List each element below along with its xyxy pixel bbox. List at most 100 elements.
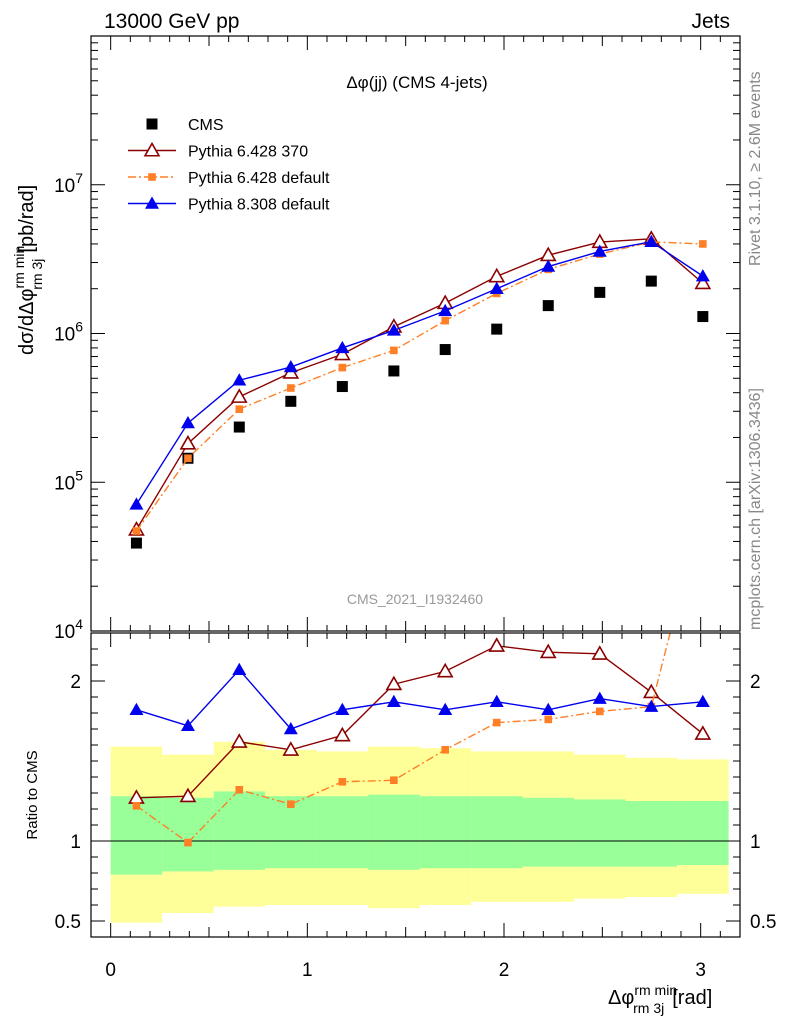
data-point bbox=[132, 527, 141, 535]
side-text-top: Rivet 3.1.10, ≥ 2.6M events bbox=[747, 71, 764, 266]
series-cms bbox=[130, 275, 709, 549]
x-tick-label: 0 bbox=[105, 960, 116, 981]
band-inner bbox=[522, 797, 575, 867]
ratio-point bbox=[386, 694, 401, 708]
band-inner bbox=[368, 794, 420, 870]
data-point bbox=[386, 323, 401, 336]
data-point bbox=[441, 316, 449, 325]
data-point bbox=[184, 454, 192, 463]
ratio-panel: 0.5 0.5 1 1 2 2 0 1 2 3 Ratio to CMS Δφrm min rm 3… bbox=[24, 501, 776, 1016]
legend-marker bbox=[148, 173, 156, 181]
data-point bbox=[699, 240, 707, 248]
legend-label: Pythia 6.428 370 bbox=[188, 144, 308, 161]
ratio-series-pythia-8-308-default bbox=[129, 662, 710, 735]
data-point bbox=[644, 234, 659, 247]
x-tick-label: 3 bbox=[695, 960, 706, 981]
ratio-point bbox=[287, 800, 295, 808]
data-point bbox=[491, 323, 503, 335]
legend-entry: Pythia 8.308 default bbox=[128, 196, 330, 214]
ratio-point bbox=[385, 675, 403, 691]
series-pythia-6-428-default bbox=[132, 238, 707, 535]
data-point bbox=[697, 311, 709, 323]
main-panel: 104 105 106 107 Δφ(jj) (CMS 4-jets) CMS_202… bbox=[11, 35, 741, 643]
band-inner bbox=[574, 799, 626, 867]
data-point bbox=[645, 275, 657, 287]
ratio-point bbox=[694, 725, 712, 740]
main-y-tick-label: 106 bbox=[54, 319, 83, 346]
data-point bbox=[336, 381, 348, 393]
ratio-line bbox=[136, 633, 671, 844]
ratio-point bbox=[539, 643, 557, 659]
ratio-point bbox=[436, 662, 454, 678]
ratio-frame bbox=[90, 632, 741, 938]
ratio-point bbox=[642, 683, 660, 699]
band-inner bbox=[419, 796, 472, 869]
ratio-point bbox=[129, 702, 144, 716]
main-y-tick-label: 107 bbox=[54, 170, 83, 197]
ratio-y-tick-label: 1 bbox=[70, 832, 81, 853]
ratio-point bbox=[644, 699, 659, 712]
ratio-y-tick-label: 2 bbox=[70, 672, 81, 693]
ratio-point bbox=[180, 718, 195, 732]
ratio-y-tick-label: 0.5 bbox=[55, 912, 81, 933]
legend-label: Pythia 6.428 default bbox=[188, 170, 330, 187]
x-axis-label: Δφrm min rm 3j [rad] bbox=[608, 982, 712, 1016]
legend-marker bbox=[145, 196, 159, 209]
ratio-point bbox=[489, 694, 504, 708]
x-tick-label: 1 bbox=[302, 960, 313, 981]
ratio-point bbox=[699, 501, 707, 509]
data-point bbox=[180, 416, 195, 429]
ratio-point bbox=[132, 802, 141, 810]
ratio-y-label: Ratio to CMS bbox=[24, 750, 41, 839]
legend: CMS Pythia 6.428 370 Pythia 6.428 default P… bbox=[128, 117, 330, 214]
data-point bbox=[335, 340, 350, 354]
ratio-axes: 0.5 0.5 1 1 2 2 0 1 2 3 bbox=[55, 633, 776, 981]
ratio-y-tick-label-right: 2 bbox=[750, 672, 761, 693]
series-pythia-6-428-370 bbox=[128, 230, 712, 536]
legend-label: CMS bbox=[188, 117, 224, 134]
data-point bbox=[694, 274, 712, 290]
data-point bbox=[285, 395, 297, 407]
data-point bbox=[179, 434, 197, 450]
main-y-label: dσ/dΔφrm min rm 3j[pb/rad] bbox=[11, 185, 45, 355]
band-inner bbox=[162, 797, 214, 872]
data-point bbox=[129, 497, 144, 510]
header-left: 13000 GeV pp bbox=[104, 10, 239, 33]
series-line bbox=[135, 241, 703, 532]
main-axes: 104 105 106 107 bbox=[54, 35, 741, 643]
ratio-point bbox=[179, 787, 197, 803]
data-point bbox=[230, 388, 248, 403]
series-line bbox=[135, 238, 704, 531]
legend-entry: Pythia 6.428 default bbox=[128, 170, 330, 187]
watermark: CMS_2021_I1932460 bbox=[347, 591, 483, 607]
legend-entry: CMS bbox=[146, 117, 224, 134]
ratio-point bbox=[232, 662, 247, 676]
data-point bbox=[338, 363, 347, 372]
side-text-bottom: mcplots.cern.ch [arXiv:1306.3436] bbox=[747, 388, 764, 630]
ratio-point bbox=[335, 702, 350, 716]
ratio-point bbox=[592, 691, 607, 704]
header-right: Jets bbox=[691, 10, 730, 33]
band-inner bbox=[471, 796, 523, 869]
main-frame bbox=[90, 35, 741, 632]
ratio-point bbox=[338, 778, 347, 786]
legend-marker bbox=[143, 141, 161, 157]
ratio-point bbox=[441, 746, 449, 754]
ratio-point bbox=[333, 726, 351, 742]
legend-label: Pythia 8.308 default bbox=[188, 197, 330, 214]
main-title: Δφ(jj) (CMS 4-jets) bbox=[346, 73, 487, 92]
band-inner bbox=[677, 801, 729, 865]
ratio-point bbox=[390, 776, 398, 784]
series-line bbox=[135, 240, 704, 505]
ratio-point bbox=[541, 702, 556, 716]
ratio-point bbox=[695, 694, 710, 708]
legend-marker bbox=[146, 118, 158, 130]
ratio-point bbox=[184, 838, 192, 847]
data-point bbox=[390, 346, 398, 355]
data-point bbox=[438, 303, 453, 317]
legend-entry: Pythia 6.428 370 bbox=[128, 141, 308, 161]
ratio-point bbox=[591, 645, 609, 660]
data-point bbox=[287, 384, 295, 392]
data-point bbox=[594, 286, 606, 298]
band-inner bbox=[316, 796, 369, 869]
